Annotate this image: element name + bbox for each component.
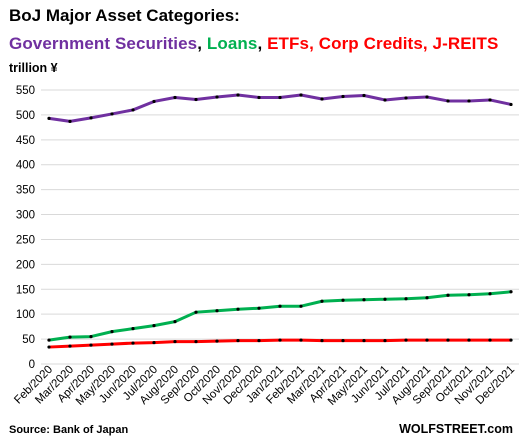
y-axis-tick-labels: 0 50 100 150 200 250 300 350 400 450 500 550 (16, 85, 35, 371)
y-tick-label: 300 (16, 210, 35, 222)
data-point (341, 94, 345, 99)
data-point (320, 299, 324, 303)
data-point (404, 96, 408, 100)
data-point (89, 116, 93, 120)
data-point (467, 338, 471, 342)
data-point (152, 99, 156, 104)
data-point (320, 97, 324, 101)
series-line-1 (48, 290, 512, 342)
data-point (278, 338, 282, 342)
series-lines (47, 93, 513, 349)
data-point (257, 306, 261, 310)
data-point (341, 298, 345, 302)
data-point (89, 343, 93, 347)
data-point (467, 293, 471, 297)
data-point (194, 310, 198, 314)
brand-logo-text: WOLFSTREET.com (399, 422, 513, 436)
data-point (173, 320, 177, 324)
data-point (194, 339, 198, 344)
y-tick-label: 0 (29, 359, 35, 371)
y-tick-label: 450 (16, 135, 35, 147)
data-point (131, 327, 135, 331)
subtitle-part-3: , (257, 34, 268, 53)
data-point (299, 304, 303, 308)
data-point (425, 95, 429, 99)
y-axis-unit-label: trillion ¥ (9, 61, 58, 75)
subtitle-part-2: Loans (206, 34, 258, 53)
grid-lines (41, 89, 519, 365)
y-tick-label: 400 (16, 160, 35, 172)
data-point (47, 338, 51, 342)
y-tick-label: 250 (16, 234, 35, 246)
data-point (152, 324, 156, 328)
subtitle-part-4: ETFs, Corp Credits, J-REITS (267, 34, 499, 53)
data-point (278, 95, 282, 100)
data-point (236, 93, 240, 97)
data-point (68, 344, 72, 348)
data-point (236, 307, 240, 311)
data-point (68, 119, 72, 123)
data-point (215, 95, 219, 99)
data-point (89, 335, 93, 339)
y-tick-label: 550 (16, 85, 35, 97)
data-point (131, 341, 135, 345)
data-point (47, 345, 51, 349)
data-point (299, 338, 303, 342)
y-tick-label: 200 (16, 259, 35, 271)
data-point (194, 97, 198, 102)
y-tick-label: 150 (16, 284, 35, 296)
data-point (425, 296, 429, 300)
y-tick-label: 100 (16, 309, 35, 321)
data-point (110, 342, 114, 346)
data-point (173, 339, 177, 344)
chart-title: BoJ Major Asset Categories: (9, 6, 240, 25)
subtitle-part-1: , (197, 34, 207, 53)
y-tick-label: 50 (22, 334, 35, 346)
data-point (47, 116, 51, 120)
data-point (299, 93, 303, 97)
data-point (215, 339, 219, 343)
data-point (362, 338, 366, 343)
data-point (446, 293, 450, 297)
data-point (488, 338, 492, 342)
source-note: Source: Bank of Japan (9, 424, 129, 436)
chart-subtitle: Government Securities, Loans, ETFs, Corp… (9, 34, 498, 54)
data-point (509, 102, 513, 107)
data-point (488, 98, 492, 102)
data-point (320, 338, 324, 343)
data-point (68, 335, 72, 339)
data-point (257, 95, 261, 100)
data-point (383, 98, 387, 102)
data-point (509, 338, 513, 342)
data-point (404, 338, 408, 342)
data-point (173, 95, 177, 100)
data-point (446, 338, 450, 342)
data-point (446, 99, 450, 103)
x-axis-tick-labels: Feb/2020Mar/2020Apr/2020May/2020Jun/2020… (12, 364, 517, 408)
data-point (152, 340, 156, 345)
data-point (383, 338, 387, 343)
data-point (425, 338, 429, 342)
subtitle-part-0: Government Securities (9, 34, 198, 53)
y-tick-label: 350 (16, 185, 35, 197)
data-point (110, 330, 114, 334)
data-point (278, 304, 282, 308)
data-point (236, 338, 240, 343)
data-point (362, 298, 366, 302)
data-point (404, 297, 408, 301)
data-point (467, 99, 471, 103)
y-tick-label: 500 (16, 110, 35, 122)
data-point (131, 108, 135, 112)
data-point (488, 292, 492, 296)
data-point (110, 112, 114, 116)
data-point (341, 338, 345, 343)
data-point (362, 93, 366, 98)
data-point (215, 309, 219, 313)
data-point (509, 290, 513, 294)
data-point (257, 338, 261, 343)
data-point (383, 297, 387, 301)
